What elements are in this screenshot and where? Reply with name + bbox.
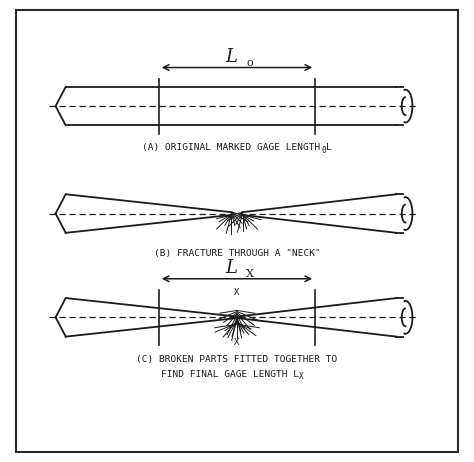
Text: L: L: [226, 259, 237, 277]
Text: L: L: [226, 48, 237, 66]
Text: X: X: [299, 372, 304, 381]
FancyBboxPatch shape: [16, 10, 458, 452]
Text: (A) ORIGINAL MARKED GAGE LENGTH L: (A) ORIGINAL MARKED GAGE LENGTH L: [142, 143, 332, 152]
Text: (C) BROKEN PARTS FITTED TOGETHER TO: (C) BROKEN PARTS FITTED TOGETHER TO: [137, 355, 337, 364]
Text: X: X: [234, 338, 240, 346]
Text: X: X: [246, 269, 254, 279]
Text: FIND FINAL GAGE LENGTH L: FIND FINAL GAGE LENGTH L: [161, 370, 299, 379]
Text: (B) FRACTURE THROUGH A "NECK": (B) FRACTURE THROUGH A "NECK": [154, 249, 320, 258]
Text: 0: 0: [321, 146, 326, 155]
Text: o: o: [246, 58, 253, 68]
Text: X: X: [234, 288, 240, 297]
